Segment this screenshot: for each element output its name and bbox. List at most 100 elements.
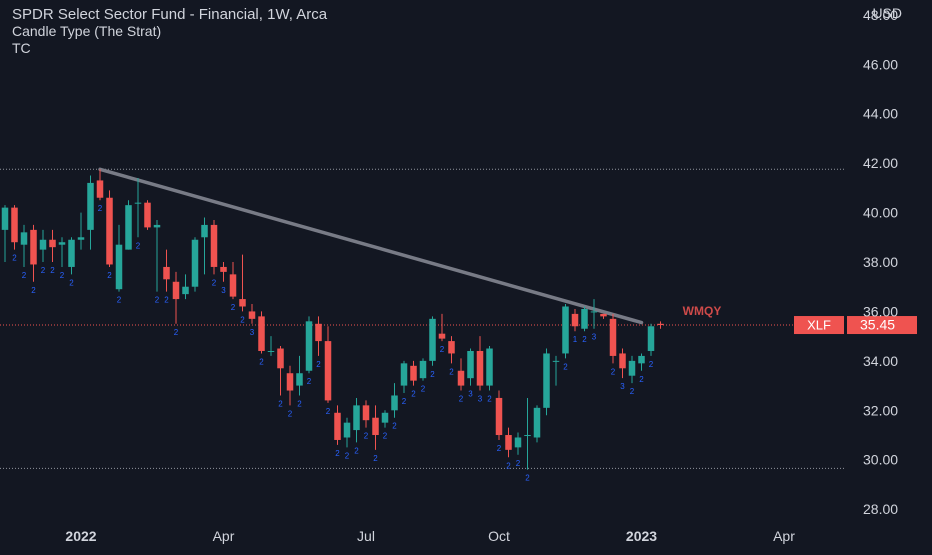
candle[interactable]	[391, 383, 398, 418]
candle[interactable]	[495, 390, 503, 440]
strat-label: 2	[231, 303, 236, 312]
candle[interactable]	[362, 400, 370, 428]
candle[interactable]	[286, 365, 294, 406]
candle[interactable]	[11, 205, 18, 250]
candle[interactable]	[163, 249, 170, 292]
symbol-title[interactable]: SPDR Select Sector Fund - Financial, 1W,…	[12, 6, 328, 23]
candle[interactable]	[144, 200, 151, 230]
candle[interactable]	[581, 306, 588, 332]
strat-label: 2	[50, 266, 55, 275]
candle[interactable]	[77, 212, 85, 250]
candle[interactable]	[134, 177, 142, 238]
candle[interactable]	[419, 358, 427, 381]
candle[interactable]	[372, 405, 379, 450]
candle[interactable]	[647, 323, 655, 356]
candle[interactable]	[96, 169, 104, 201]
candle[interactable]	[657, 321, 664, 329]
price-badge-bg	[847, 316, 917, 335]
candle[interactable]	[315, 316, 322, 356]
trendline[interactable]	[98, 167, 644, 325]
candle[interactable]	[324, 326, 332, 403]
candle[interactable]	[628, 355, 636, 384]
candle[interactable]	[600, 313, 607, 319]
strat-label: 2	[41, 266, 46, 275]
indicator-candle-type[interactable]: Candle Type (The Strat)	[12, 23, 162, 39]
candle[interactable]	[343, 417, 351, 448]
candle[interactable]	[609, 313, 617, 364]
currency-label[interactable]: USD	[872, 5, 902, 21]
candle[interactable]	[486, 346, 493, 391]
candle[interactable]	[267, 336, 275, 356]
symbol-price-badge[interactable]: XLF 35.45	[794, 316, 917, 335]
candle[interactable]	[106, 190, 113, 267]
candle[interactable]	[524, 397, 531, 470]
candle[interactable]	[353, 397, 360, 443]
candle[interactable]	[229, 262, 237, 300]
candle[interactable]	[49, 229, 56, 262]
candle-body	[391, 395, 398, 411]
candle[interactable]	[429, 316, 436, 366]
candle[interactable]	[20, 224, 28, 267]
price-axis-tick: 48.00	[863, 7, 898, 23]
candle-body	[438, 333, 446, 339]
candle[interactable]	[457, 358, 465, 391]
candle[interactable]	[153, 219, 161, 292]
candle[interactable]	[125, 200, 132, 250]
candle[interactable]	[505, 427, 512, 458]
candle[interactable]	[58, 237, 66, 267]
candle[interactable]	[571, 308, 579, 332]
candle[interactable]	[448, 336, 455, 364]
candle[interactable]	[210, 219, 218, 275]
candle[interactable]	[182, 274, 189, 300]
candle-body	[552, 360, 560, 362]
candle[interactable]	[248, 304, 256, 324]
strat-label: 2	[354, 446, 359, 455]
candle[interactable]	[239, 254, 246, 312]
candle[interactable]	[305, 316, 313, 374]
candle[interactable]	[562, 304, 569, 359]
candle-body	[305, 321, 313, 371]
candle[interactable]	[514, 432, 522, 455]
candle[interactable]	[172, 271, 180, 324]
candle-body	[495, 397, 503, 436]
candle[interactable]	[277, 346, 284, 396]
candle-body	[381, 412, 389, 423]
candle[interactable]	[638, 353, 645, 371]
candle-body	[543, 353, 550, 408]
candle[interactable]	[201, 217, 208, 275]
candle[interactable]	[410, 360, 417, 386]
candle-body	[343, 422, 351, 438]
candle-body	[296, 373, 303, 386]
candle[interactable]	[476, 336, 484, 391]
candle[interactable]	[543, 348, 550, 416]
candle[interactable]	[68, 237, 75, 275]
candle[interactable]	[438, 313, 446, 342]
candle[interactable]	[296, 355, 303, 396]
candle[interactable]	[1, 205, 9, 262]
candle[interactable]	[191, 237, 199, 292]
candle[interactable]	[39, 229, 47, 262]
candle[interactable]	[258, 311, 265, 354]
candle-body	[362, 405, 370, 421]
indicator-tc[interactable]: TC	[12, 40, 31, 56]
candle[interactable]	[30, 224, 37, 282]
candle[interactable]	[590, 299, 598, 329]
candle[interactable]	[619, 348, 626, 379]
candle[interactable]	[381, 410, 389, 428]
candle-body	[562, 306, 569, 354]
candle-body	[324, 341, 332, 401]
candle[interactable]	[467, 348, 474, 386]
candle[interactable]	[533, 405, 541, 443]
price-axis-tick: 44.00	[863, 106, 898, 122]
price-badge-label: 35.45	[860, 317, 895, 333]
candle[interactable]	[220, 262, 227, 282]
candle[interactable]	[552, 355, 560, 386]
candle-body	[96, 180, 104, 198]
candle[interactable]	[115, 224, 123, 292]
candle[interactable]	[87, 175, 94, 250]
candle[interactable]	[400, 360, 408, 393]
strat-label: 3	[221, 286, 226, 295]
candle[interactable]	[334, 405, 341, 445]
